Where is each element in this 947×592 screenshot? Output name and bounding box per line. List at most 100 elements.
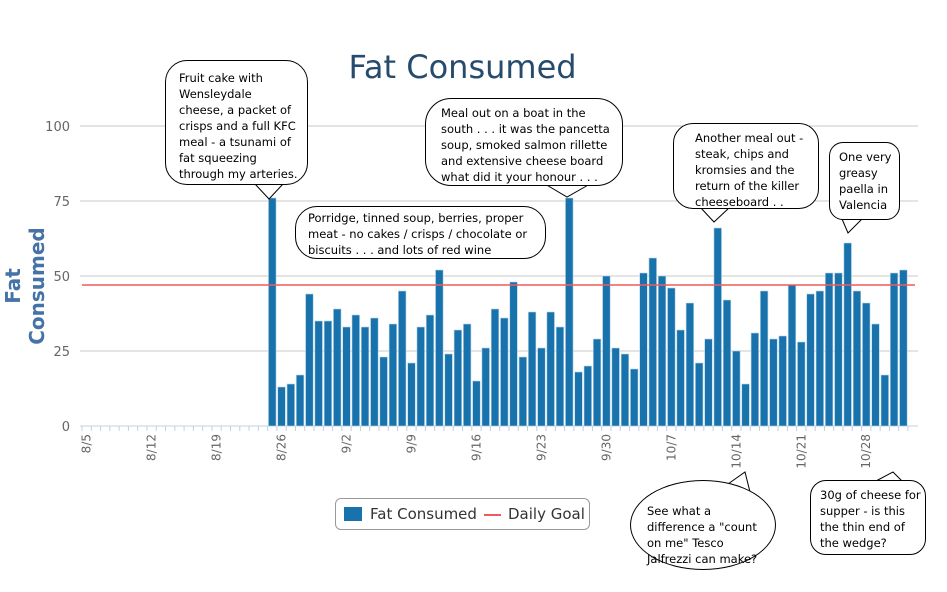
bar xyxy=(555,326,565,427)
y-tick-label: 75 xyxy=(53,195,70,210)
bar xyxy=(277,386,286,427)
annotation-fruit-cake: Fruit cake with Wensleydale cheese, a pa… xyxy=(165,60,308,185)
bar xyxy=(463,323,472,427)
x-tick-label: 10/21 xyxy=(794,434,808,469)
bar xyxy=(704,338,713,427)
chart-title: Fat Consumed xyxy=(348,48,577,86)
bar xyxy=(713,227,722,427)
legend: Fat Consumed Daily Goal xyxy=(335,498,590,530)
bar xyxy=(528,311,537,427)
annotation-boat-meal: Meal out on a boat in the south . . . it… xyxy=(425,98,623,186)
callout-pointer xyxy=(544,183,591,198)
bar xyxy=(444,353,453,427)
legend-swatch-fat-consumed[interactable] xyxy=(344,507,362,521)
bar xyxy=(453,329,462,427)
bar xyxy=(509,281,518,427)
callout-pointer xyxy=(254,183,284,200)
bar xyxy=(379,356,388,427)
annotation-porridge: Porridge, tinned soup, berries, proper m… xyxy=(295,206,546,259)
bar xyxy=(370,317,379,427)
bar xyxy=(305,293,314,427)
bar xyxy=(286,383,295,427)
bar xyxy=(518,356,527,427)
bar xyxy=(333,308,342,427)
annotation-jalfrezzi: See what a difference a "count on me" Te… xyxy=(630,480,776,570)
bar xyxy=(825,272,834,427)
bar xyxy=(815,290,824,427)
y-axis-label: Fat Consumed xyxy=(1,227,49,345)
x-tick-label: 9/30 xyxy=(599,434,613,461)
bar xyxy=(500,317,509,427)
legend-item-fat-consumed[interactable]: Fat Consumed xyxy=(370,505,477,523)
x-tick-label: 10/7 xyxy=(664,434,678,461)
bar xyxy=(834,272,843,427)
bar xyxy=(787,284,797,427)
annotation-paella: One very greasy paella in Valencia xyxy=(829,142,900,220)
x-tick-label: 10/28 xyxy=(859,434,873,469)
x-tick-label: 10/14 xyxy=(729,434,743,469)
y-tick-label: 50 xyxy=(53,270,70,285)
bar xyxy=(769,338,778,427)
bar xyxy=(314,320,323,427)
bar xyxy=(657,275,667,427)
x-tick-label: 9/9 xyxy=(404,434,418,453)
y-tick-label: 100 xyxy=(45,120,70,135)
bar xyxy=(741,383,750,427)
x-tick-label: 8/19 xyxy=(210,434,224,461)
bar xyxy=(583,365,592,427)
bar xyxy=(360,326,370,427)
annotation-cheese-supper: 30g of cheese for supper - is this the t… xyxy=(810,480,926,555)
bar xyxy=(602,275,611,427)
bar xyxy=(722,299,732,427)
bar xyxy=(685,302,694,427)
bar xyxy=(268,197,277,427)
bar xyxy=(630,368,639,427)
x-tick-label: 8/12 xyxy=(145,434,159,461)
bar xyxy=(648,257,657,427)
bar xyxy=(574,371,583,427)
bar xyxy=(546,311,555,427)
bar xyxy=(797,341,806,427)
bar xyxy=(490,308,500,427)
bar xyxy=(889,272,899,427)
bar xyxy=(732,350,741,427)
bar xyxy=(862,302,871,427)
bar xyxy=(667,287,676,427)
bar xyxy=(435,269,444,427)
bar xyxy=(537,347,546,427)
bar xyxy=(407,362,416,427)
legend-swatch-daily-goal[interactable] xyxy=(484,514,501,516)
bar xyxy=(806,293,815,427)
bar xyxy=(296,374,305,427)
bar xyxy=(760,290,769,427)
x-tick-label: 8/26 xyxy=(275,434,289,461)
bar xyxy=(750,332,759,427)
x-tick-label: 8/5 xyxy=(80,434,94,453)
x-tick-label: 9/23 xyxy=(534,434,548,461)
callout-pointer xyxy=(699,206,731,223)
bar xyxy=(323,320,333,427)
bar xyxy=(778,335,787,427)
bar xyxy=(611,347,620,427)
bar xyxy=(351,314,360,427)
bar xyxy=(899,269,908,427)
bar xyxy=(620,353,630,427)
x-tick-label: 9/16 xyxy=(469,434,483,461)
bar xyxy=(342,326,351,427)
legend-item-daily-goal[interactable]: Daily Goal xyxy=(508,505,585,523)
bar xyxy=(676,329,685,427)
bar xyxy=(481,347,490,427)
bar xyxy=(852,290,862,427)
bar xyxy=(388,323,398,427)
bar xyxy=(416,326,425,427)
y-tick-label: 0 xyxy=(62,420,70,435)
bar xyxy=(880,374,889,427)
bar xyxy=(695,362,704,427)
bar xyxy=(425,314,435,427)
callout-pointer xyxy=(841,218,863,234)
bar xyxy=(472,380,481,427)
y-tick-label: 25 xyxy=(53,345,70,360)
bar xyxy=(398,290,407,427)
x-tick-label: 9/2 xyxy=(340,434,354,453)
